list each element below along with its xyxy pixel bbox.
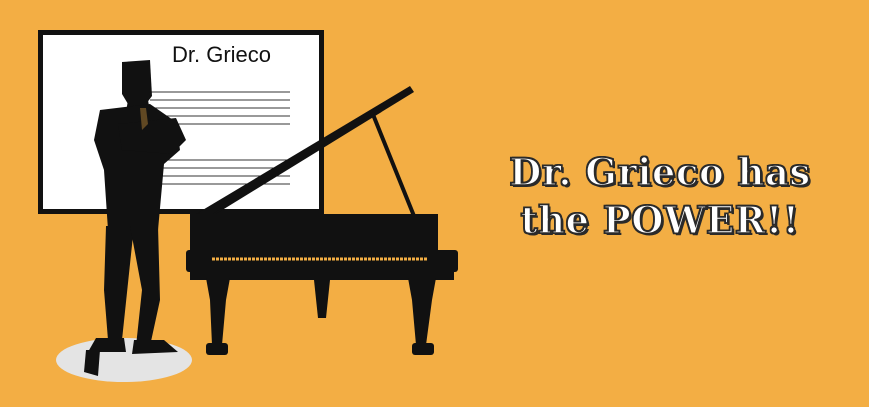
board-ruled-lines (150, 91, 290, 185)
grand-piano-icon (186, 86, 458, 355)
whiteboard (38, 30, 324, 214)
headline-line-2: the POWER!! (520, 197, 800, 243)
headline-line-1: Dr. Grieco has (508, 149, 811, 195)
board-title: Dr. Grieco (172, 42, 272, 67)
businessman-silhouette-icon (84, 60, 186, 376)
headline: Dr. Grieco has the POWER!! (470, 148, 850, 244)
